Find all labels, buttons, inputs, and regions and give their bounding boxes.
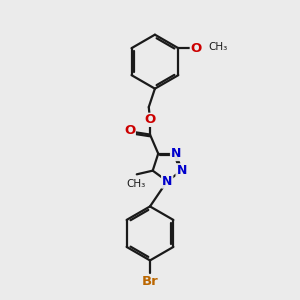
Text: CH₃: CH₃	[126, 179, 145, 189]
Text: N: N	[176, 164, 187, 177]
Text: N: N	[171, 147, 181, 160]
Text: CH₃: CH₃	[209, 42, 228, 52]
Text: Br: Br	[142, 274, 158, 288]
Text: O: O	[124, 124, 135, 136]
Text: O: O	[144, 113, 156, 126]
Text: N: N	[162, 175, 172, 188]
Text: O: O	[190, 42, 202, 55]
